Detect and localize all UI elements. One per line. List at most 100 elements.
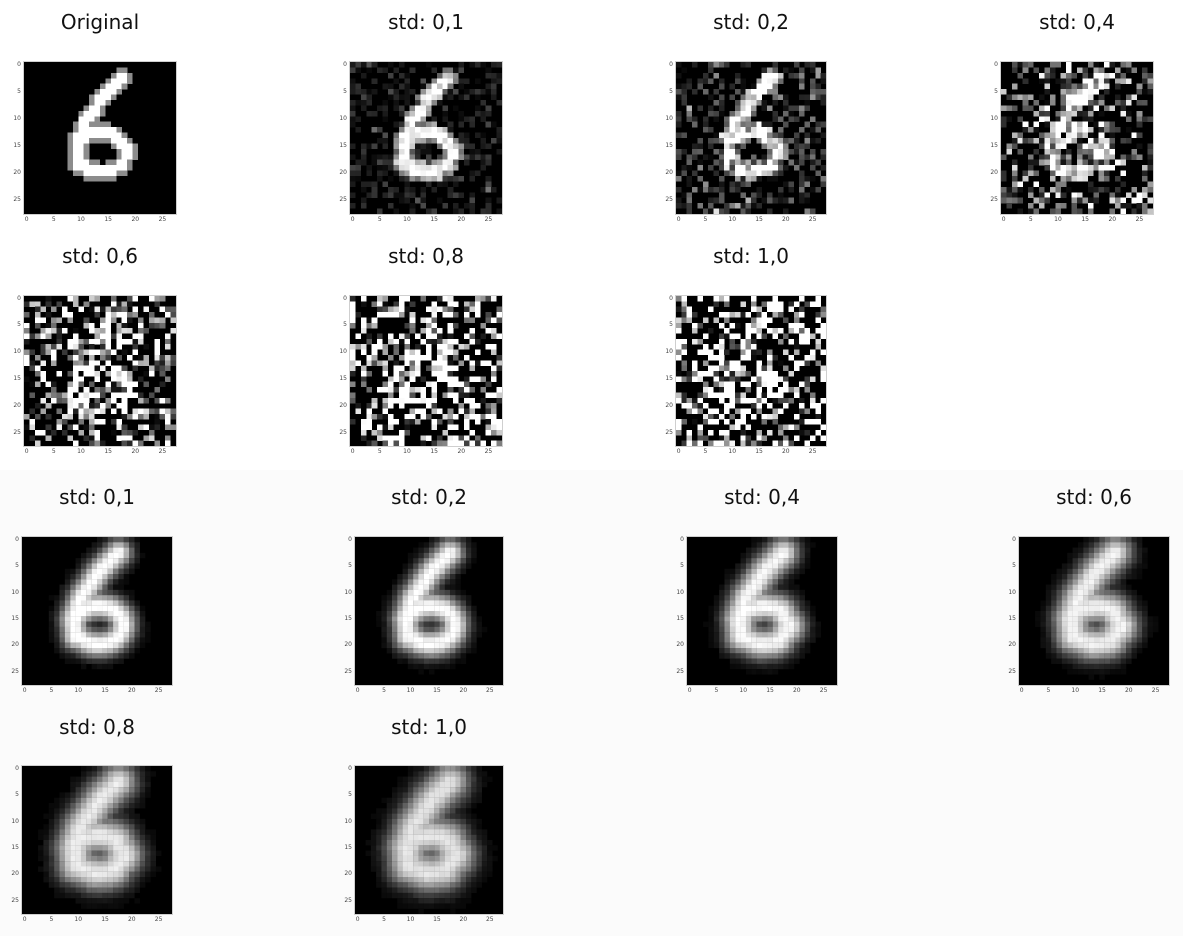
digit-image: [686, 536, 838, 686]
x-tick-label: 5: [51, 448, 56, 455]
y-tick-label: 15: [344, 614, 352, 622]
pixel-grid: [24, 296, 176, 446]
digit-image: [349, 61, 503, 215]
x-tick-label: 10: [728, 216, 737, 223]
y-tick-label: 25: [990, 196, 998, 204]
y-tick-label: 5: [15, 562, 19, 570]
y-tick-label: 10: [665, 348, 673, 356]
x-tick-label: 25: [158, 448, 167, 455]
y-tick-label: 15: [676, 614, 684, 622]
panel-title: std: 0,6: [62, 244, 138, 268]
x-tick-label: 10: [728, 448, 737, 455]
x-tick-label: 5: [703, 216, 708, 223]
y-tick-label: 25: [11, 667, 19, 675]
x-tick-label: 20: [459, 916, 468, 923]
x-tick-label: 25: [158, 216, 167, 223]
reconstructions-section: [0, 470, 1183, 936]
y-tick-label: 10: [344, 588, 352, 596]
x-tick-label: 10: [77, 448, 85, 455]
x-tick-label: 25: [154, 687, 163, 694]
x-tick-label: 5: [49, 916, 54, 923]
panel-title: std: 0,4: [1039, 10, 1115, 34]
y-tick-label: 25: [13, 428, 21, 436]
y-tick-label: 0: [17, 294, 21, 302]
x-tick-label: 20: [131, 216, 140, 223]
y-tick-label: 20: [676, 641, 684, 649]
x-tick-label: 25: [484, 448, 493, 455]
y-tick-label: 20: [13, 169, 21, 177]
x-tick-label: 15: [430, 448, 438, 455]
panel-title: std: 0,6: [1056, 485, 1132, 509]
x-tick-label: 15: [104, 448, 112, 455]
y-tick-label: 25: [665, 196, 673, 204]
x-tick-label: 20: [457, 216, 466, 223]
y-tick-label: 20: [665, 169, 673, 177]
digit-image: [349, 295, 503, 447]
digit-image: [354, 536, 504, 686]
x-tick-label: 5: [377, 448, 382, 455]
x-tick-label: 15: [766, 687, 774, 694]
y-tick-label: 20: [11, 870, 19, 878]
x-tick-label: 15: [104, 216, 112, 223]
x-tick-label: 20: [457, 448, 466, 455]
digit-image: [23, 295, 177, 447]
x-tick-label: 15: [1081, 216, 1089, 223]
digit-image: [1000, 61, 1154, 215]
y-tick-label: 15: [665, 375, 673, 383]
y-tick-label: 10: [665, 115, 673, 122]
y-tick-label: 10: [344, 817, 352, 825]
y-tick-label: 0: [348, 764, 352, 772]
panel-title: std: 0,2: [713, 10, 789, 34]
panel-title: std: 1,0: [391, 715, 467, 739]
digit-image: [675, 295, 827, 447]
y-tick-label: 20: [11, 641, 19, 649]
pixel-grid: [376, 537, 488, 675]
x-tick-label: 0: [350, 448, 355, 455]
y-tick-label: 25: [676, 667, 684, 675]
x-tick-label: 10: [406, 687, 415, 694]
x-tick-label: 10: [74, 916, 83, 923]
x-tick-label: 0: [687, 687, 692, 694]
y-tick-label: 15: [11, 843, 19, 851]
y-tick-label: 5: [348, 791, 352, 799]
y-tick-label: 15: [13, 375, 21, 383]
x-tick-label: 5: [1028, 216, 1033, 223]
y-tick-label: 25: [11, 896, 19, 904]
pixel-grid: [1035, 537, 1159, 680]
digit-image: [23, 61, 177, 215]
x-tick-label: 15: [101, 916, 109, 923]
x-tick-label: 20: [127, 916, 136, 923]
y-tick-label: 25: [344, 667, 352, 675]
x-tick-label: 0: [24, 216, 29, 223]
x-tick-label: 10: [1071, 687, 1080, 694]
y-tick-label: 20: [339, 401, 347, 409]
y-tick-label: 20: [1008, 641, 1016, 649]
x-tick-label: 0: [1019, 687, 1024, 694]
pixel-grid: [676, 296, 826, 446]
x-tick-label: 10: [74, 687, 83, 694]
y-tick-label: 0: [348, 535, 352, 543]
x-tick-label: 20: [792, 687, 801, 694]
y-tick-label: 15: [339, 142, 347, 150]
x-tick-label: 25: [819, 687, 828, 694]
x-tick-label: 5: [1046, 687, 1051, 694]
x-tick-label: 15: [433, 687, 441, 694]
y-tick-label: 20: [339, 169, 347, 177]
x-tick-label: 0: [22, 687, 27, 694]
y-tick-label: 15: [11, 614, 19, 622]
x-tick-label: 5: [51, 216, 56, 223]
y-tick-label: 15: [665, 142, 673, 150]
pixel-grid: [38, 766, 162, 909]
x-tick-label: 25: [808, 448, 817, 455]
x-tick-label: 5: [49, 687, 54, 694]
y-tick-label: 25: [1008, 667, 1016, 675]
y-tick-label: 15: [344, 843, 352, 851]
x-tick-label: 25: [485, 916, 494, 923]
x-tick-label: 10: [77, 216, 85, 223]
pixel-grid: [67, 67, 139, 182]
y-tick-label: 5: [17, 321, 21, 329]
y-tick-label: 0: [1012, 535, 1016, 543]
y-tick-label: 10: [339, 348, 347, 356]
x-tick-label: 0: [676, 448, 681, 455]
y-tick-label: 10: [676, 588, 684, 596]
